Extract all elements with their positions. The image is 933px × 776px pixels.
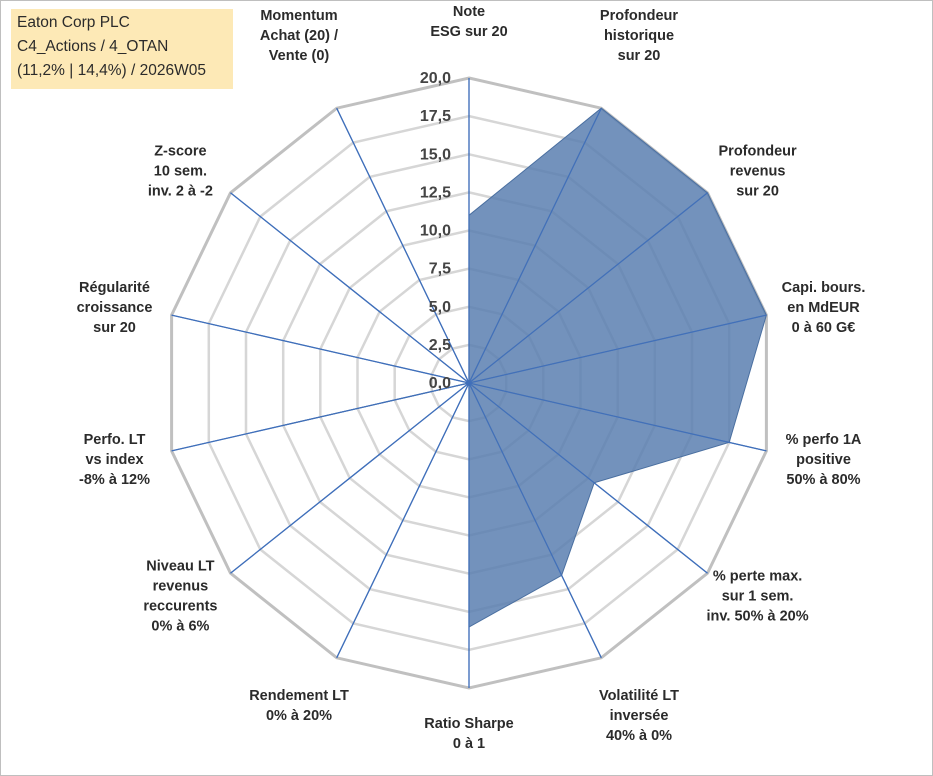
category-label-line: historique [604,28,674,44]
chart-title-box: Eaton Corp PLC C4_Actions / 4_OTAN (11,2… [11,9,233,89]
category-label-line: 10 sem. [154,163,207,179]
category-label-line: revenus [153,579,209,595]
category-label-line: Perfo. LT [84,432,146,448]
category-label-line: inversée [610,708,669,724]
tick-label-4: 10,0 [420,223,451,240]
category-label-12: Z-score 10 sem. inv. 2 à -2 [148,143,213,199]
title-period: (11,2% | 14,4%) / 2026W05 [17,62,206,79]
tick-label-2: 5,0 [429,299,451,316]
series-area-0 [283,107,767,628]
category-label-line: % perfo 1A [786,432,862,448]
tick-label-3: 7,5 [429,261,451,278]
category-label-line: sur 20 [618,48,661,64]
category-label-line: -8% à 12% [79,472,150,488]
category-label-line: Profondeur [600,8,678,24]
category-label-8: Rendement LT 0% à 20% [249,688,349,724]
category-label-line: sur 1 sem. [722,589,794,605]
title-company: Eaton Corp PLC [17,14,130,31]
tick-label-0: 0,0 [429,375,451,392]
category-label-line: Ratio Sharpe [424,716,513,732]
category-label-line: reccurents [143,599,217,615]
category-label-line: 40% à 0% [606,728,672,744]
category-label-line: Rendement LT [249,688,349,704]
title-category: C4_Actions / 4_OTAN [17,38,169,55]
category-label-line: Z-score [154,143,206,159]
category-label-9: Niveau LT revenus reccurents 0% à 6% [143,559,217,635]
category-label-7: Ratio Sharpe 0 à 1 [424,716,513,752]
category-label-line: 0% à 20% [266,708,332,724]
category-label-line: Note [453,4,485,20]
category-label-line: Volatilité LT [599,688,679,704]
category-label-line: Achat (20) / [260,28,338,44]
tick-label-5: 12,5 [420,184,451,201]
category-label-line: % perte max. [713,569,802,585]
category-label-line: 0 à 60 G€ [792,320,856,336]
tick-label-1: 2,5 [429,337,451,354]
category-label-line: 50% à 80% [786,472,860,488]
tick-label-8: 20,0 [420,70,451,87]
category-label-line: croissance [77,300,153,316]
spoke-overlay-12 [230,192,470,384]
category-label-0: Note ESG sur 20 [430,4,507,40]
radar-series [171,78,767,688]
category-label-5: % perte max. sur 1 sem. inv. 50% à 20% [707,569,809,625]
tick-label-7: 17,5 [420,108,451,125]
category-label-6: Volatilité LT inversée 40% à 0% [599,688,679,744]
category-label-1: Profondeur historique sur 20 [600,8,678,64]
category-label-2: Profondeur revenus sur 20 [719,143,797,199]
spoke-overlay-4 [468,382,767,452]
category-label-line: en MdEUR [787,300,860,316]
radial-tick-labels: 0,0 2,5 5,0 7,5 10,0 12,5 15,0 17,5 20,0 [420,70,451,392]
category-label-line: sur 20 [93,320,136,336]
category-label-line: 0 à 1 [453,736,485,752]
spoke-overlay-5 [468,382,708,574]
category-label-4: % perfo 1A positive 50% à 80% [786,432,862,488]
category-label-3: Capi. bours. en MdEUR 0 à 60 G€ [782,280,866,336]
category-label-line: revenus [730,163,786,179]
category-label-line: Momentum [260,8,337,24]
category-label-line: Capi. bours. [782,280,866,296]
spoke-overlay-3 [468,314,767,384]
category-labels: Note ESG sur 20 Profondeur historique sur 20… [77,4,866,752]
category-label-line: vs index [85,452,143,468]
spoke-overlay-1 [468,107,602,384]
spoke-overlay-10 [171,382,470,452]
category-label-line: 0% à 6% [151,619,209,635]
category-label-line: inv. 50% à 20% [707,609,809,625]
spoke-overlay-8 [336,382,470,659]
category-label-line: ESG sur 20 [430,24,507,40]
category-label-line: sur 20 [736,183,779,199]
category-label-line: Régularité [79,280,150,296]
spoke-overlay-9 [230,382,470,574]
spoke-overlay-13 [336,107,470,384]
category-label-10: Perfo. LT vs index -8% à 12% [79,432,150,488]
category-label-line: Profondeur [719,143,797,159]
category-label-line: Niveau LT [146,559,214,575]
category-label-line: positive [796,452,851,468]
tick-label-6: 15,0 [420,146,451,163]
spoke-overlay-2 [468,192,708,384]
spoke-overlay-11 [171,314,470,384]
spoke-overlay-6 [468,382,602,659]
category-label-line: Vente (0) [269,48,330,64]
category-label-13: Momentum Achat (20) / Vente (0) [260,8,338,64]
category-label-11: Régularité croissance sur 20 [77,280,153,336]
category-label-line: inv. 2 à -2 [148,183,213,199]
